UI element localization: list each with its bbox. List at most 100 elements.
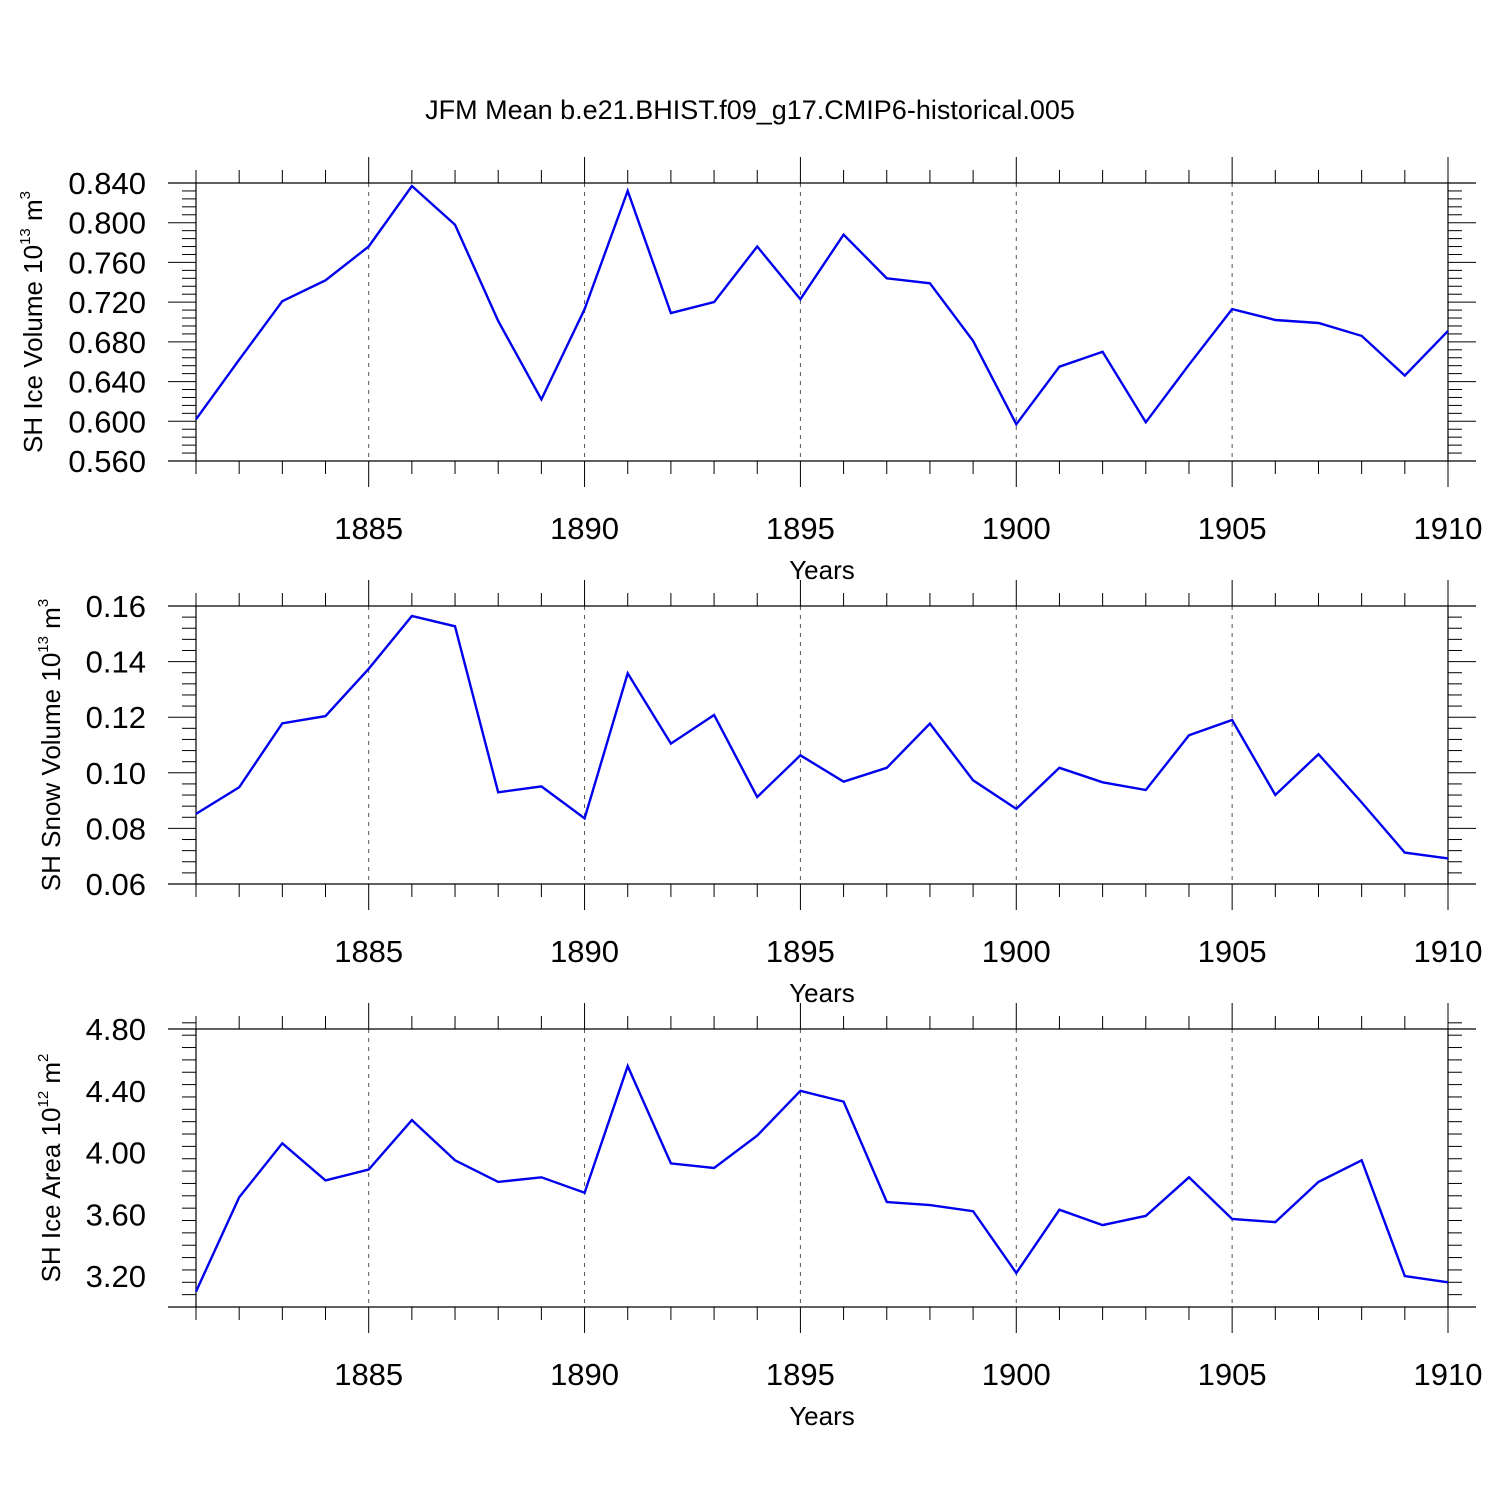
- x-axis-label: Years: [789, 1401, 855, 1431]
- x-tick-label: 1895: [766, 934, 835, 969]
- y-tick-label: 0.760: [68, 245, 146, 280]
- y-axis-label-exponent: 13: [35, 636, 52, 653]
- y-axis-label-exponent: 12: [35, 1091, 52, 1108]
- data-point-1889: [539, 1175, 543, 1179]
- y-axis-label-unit: m: [36, 607, 66, 636]
- x-tick-label: 1890: [550, 511, 619, 546]
- x-tick-label: 1885: [334, 511, 403, 546]
- data-point-1905: [1230, 307, 1234, 311]
- y-axis-label-unit: m: [18, 199, 48, 228]
- data-point-1908: [1360, 801, 1364, 805]
- data-point-1890: [583, 1191, 587, 1195]
- data-point-1904: [1187, 363, 1191, 367]
- y-tick-label: 0.06: [86, 867, 146, 902]
- data-point-1897: [885, 1200, 889, 1204]
- data-point-1904: [1187, 733, 1191, 737]
- data-point-1900: [1014, 422, 1018, 426]
- y-tick-label: 0.14: [86, 645, 146, 680]
- data-point-1910: [1446, 856, 1450, 860]
- data-point-1888: [496, 1180, 500, 1184]
- y-tick-label: 3.60: [86, 1197, 146, 1232]
- x-tick-label: 1900: [982, 1357, 1051, 1392]
- data-point-1890: [583, 307, 587, 311]
- data-point-1890: [583, 816, 587, 820]
- data-point-1906: [1273, 1220, 1277, 1224]
- data-point-1908: [1360, 334, 1364, 338]
- data-point-1896: [842, 1100, 846, 1104]
- data-point-1901: [1057, 1208, 1061, 1212]
- x-tick-label: 1910: [1414, 934, 1483, 969]
- data-point-1882: [237, 785, 241, 789]
- data-point-1893: [712, 713, 716, 717]
- y-axis-label-main: SH Snow Volume 10: [36, 653, 66, 891]
- x-tick-label: 1905: [1198, 1357, 1267, 1392]
- y-tick-label: 0.560: [68, 444, 146, 479]
- data-point-1908: [1360, 1158, 1364, 1162]
- data-point-1898: [928, 1203, 932, 1207]
- x-tick-label: 1895: [766, 1357, 835, 1392]
- y-tick-label: 0.720: [68, 285, 146, 320]
- data-point-1894: [755, 795, 759, 799]
- data-point-1907: [1316, 321, 1320, 325]
- data-point-1901: [1057, 766, 1061, 770]
- data-point-1891: [626, 189, 630, 193]
- data-point-1884: [324, 1178, 328, 1182]
- data-point-1902: [1101, 350, 1105, 354]
- x-tick-label: 1900: [982, 511, 1051, 546]
- y-axis-label-unit-exponent: 3: [35, 599, 52, 607]
- data-point-1889: [539, 784, 543, 788]
- data-point-1881: [194, 812, 198, 816]
- data-point-1899: [971, 1209, 975, 1213]
- data-point-1898: [928, 281, 932, 285]
- data-point-1882: [237, 1195, 241, 1199]
- x-axis-label: Years: [789, 978, 855, 1008]
- data-point-1882: [237, 358, 241, 362]
- data-point-1903: [1144, 1214, 1148, 1218]
- data-point-1885: [367, 667, 371, 671]
- data-point-1899: [971, 778, 975, 782]
- data-point-1895: [798, 297, 802, 301]
- x-tick-label: 1895: [766, 511, 835, 546]
- series-line: [194, 1062, 1449, 1293]
- data-point-1909: [1403, 1274, 1407, 1278]
- y-axis-label: SH Ice Volume 1013 m3: [17, 191, 48, 453]
- data-point-1910: [1446, 329, 1450, 333]
- data-point-1909: [1403, 851, 1407, 855]
- x-tick-label: 1885: [334, 1357, 403, 1392]
- data-point-1903: [1144, 420, 1148, 424]
- x-tick-label: 1890: [550, 934, 619, 969]
- data-point-1891: [626, 1064, 630, 1068]
- y-tick-label: 0.10: [86, 756, 146, 791]
- data-point-1901: [1057, 365, 1061, 369]
- y-tick-label: 4.80: [86, 1012, 146, 1047]
- data-point-1883: [280, 721, 284, 725]
- data-point-1883: [280, 299, 284, 303]
- chart-title: JFM Mean b.e21.BHIST.f09_g17.CMIP6-histo…: [425, 95, 1075, 125]
- panel-1: 0.560 0.600 0.640 0.680 0.720 0.760 0.800 0.840…: [17, 157, 1482, 585]
- y-tick-label: 0.680: [68, 325, 146, 360]
- x-tick-label: 1900: [982, 934, 1051, 969]
- x-axis-label: Years: [789, 555, 855, 585]
- data-point-1900: [1014, 1271, 1018, 1275]
- data-point-1894: [755, 1134, 759, 1138]
- y-axis-label-unit: m: [36, 1062, 66, 1091]
- data-point-1909: [1403, 374, 1407, 378]
- data-point-1893: [712, 300, 716, 304]
- y-axis-label-main: SH Ice Volume 10: [18, 245, 48, 453]
- data-point-1892: [669, 311, 673, 315]
- data-point-1886: [410, 614, 414, 618]
- x-tick-label: 1910: [1414, 1357, 1483, 1392]
- data-point-1887: [453, 223, 457, 227]
- data-point-1894: [755, 245, 759, 249]
- x-tick-label: 1885: [334, 934, 403, 969]
- data-point-1906: [1273, 793, 1277, 797]
- data-point-1910: [1446, 1280, 1450, 1284]
- data-point-1891: [626, 671, 630, 675]
- data-point-1905: [1230, 718, 1234, 722]
- data-point-1881: [194, 1290, 198, 1294]
- y-tick-label: 0.16: [86, 589, 146, 624]
- data-point-1888: [496, 790, 500, 794]
- data-point-1888: [496, 319, 500, 323]
- x-tick-label: 1890: [550, 1357, 619, 1392]
